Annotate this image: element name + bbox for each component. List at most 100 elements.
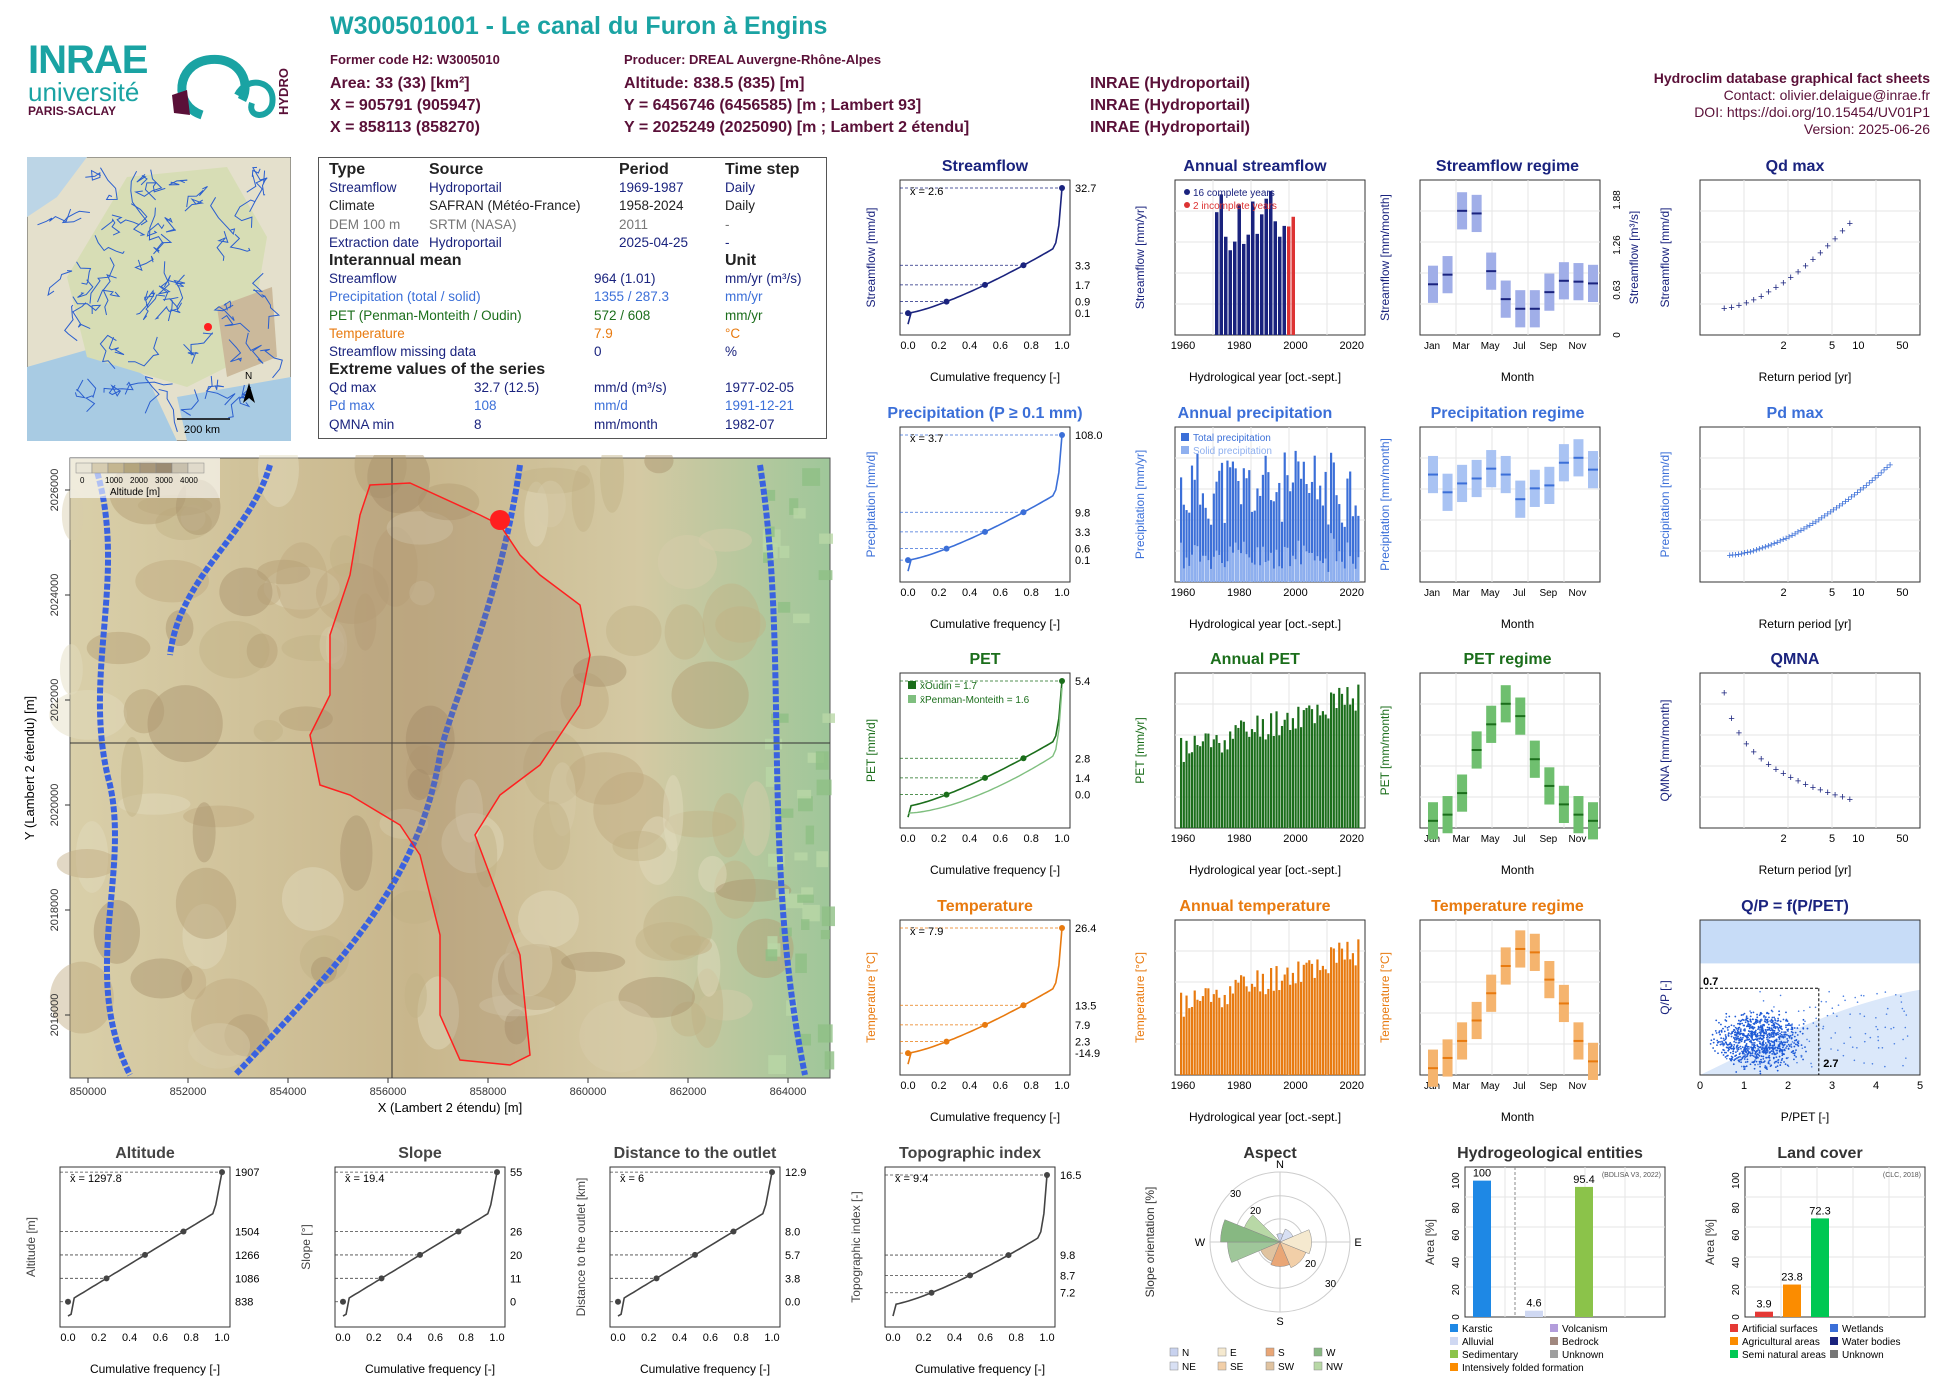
- map-xtick-label: 852000: [170, 1086, 207, 1098]
- data-point: [1732, 1036, 1735, 1039]
- terrain-patch: [805, 825, 815, 845]
- data-point: [1812, 1022, 1815, 1024]
- data-point: [1793, 1035, 1796, 1038]
- quantile-point: [142, 1251, 148, 1258]
- return-period-point: +: [1804, 522, 1810, 534]
- solid-bar: [1190, 554, 1194, 582]
- data-point: [1722, 1044, 1725, 1047]
- return-period-point: +: [1795, 776, 1801, 788]
- x-tick-label: 0.4: [962, 587, 977, 599]
- year-bar: [1190, 752, 1194, 828]
- topo-title: Topographic index: [899, 1145, 1041, 1162]
- year-bar: [1196, 453, 1199, 582]
- terrain-patch: [137, 494, 213, 516]
- data-point: [1742, 1029, 1745, 1031]
- legend-swatch: [1265, 1361, 1275, 1371]
- terrain-patch: [712, 793, 745, 858]
- return-period-point: +: [1832, 233, 1838, 245]
- year-bar: [1188, 1008, 1191, 1075]
- right-tick-label: 0.0: [1075, 790, 1090, 802]
- year-bar: [1245, 478, 1248, 582]
- month-label: Jul: [1513, 341, 1526, 352]
- temperature_regime-title: Temperature regime: [1431, 898, 1584, 915]
- x-tick-label: 0.4: [962, 833, 977, 845]
- terrain-patch: [824, 1051, 835, 1070]
- terrain-patch: [182, 903, 228, 970]
- minimap-river: [111, 214, 140, 226]
- minimap-river: [146, 222, 165, 237]
- data-point: [1720, 1037, 1723, 1040]
- data-point: [1722, 1037, 1725, 1040]
- y-axis-label: Temperature [°C]: [1133, 952, 1147, 1043]
- month-label: May: [1481, 834, 1500, 845]
- terrain-patch: [183, 805, 255, 828]
- x-tick-label: 2020: [1340, 1080, 1364, 1092]
- terrain-patch: [807, 752, 824, 763]
- table-row: Temperature 7.9 °C: [329, 325, 816, 343]
- data-point: [1727, 1034, 1730, 1036]
- terrain-patch: [513, 467, 590, 494]
- minimap-river: [130, 170, 148, 226]
- data-point: [1754, 1052, 1757, 1055]
- x-tick-label: 0.2: [366, 1332, 381, 1344]
- quantile-point: [943, 298, 950, 305]
- year-bar: [1218, 742, 1221, 828]
- return-period-point: +: [1750, 545, 1756, 557]
- year-bar: [1294, 450, 1297, 582]
- right-info: Hydroclim database graphical fact sheets…: [1654, 70, 1930, 138]
- x-tick-label: 10: [1852, 833, 1864, 845]
- return-period-point: +: [1866, 477, 1872, 489]
- minimap-river: [221, 314, 251, 333]
- data-point: [1739, 1032, 1742, 1035]
- data-point: [1759, 1070, 1762, 1073]
- terrain-patch: [474, 825, 498, 888]
- data-point: [1720, 1023, 1722, 1026]
- year-bar: [1354, 505, 1357, 582]
- year-bar: [1282, 225, 1286, 335]
- data-point: [1725, 1043, 1728, 1045]
- data-point: [1785, 1026, 1787, 1029]
- quantile-point: [219, 1169, 225, 1176]
- data-point: [1764, 1028, 1767, 1031]
- year-bar: [1289, 730, 1292, 828]
- aspect-sector: [1279, 1228, 1294, 1243]
- x-axis-label: Hydrological year [oct.-sept.]: [1189, 1110, 1341, 1124]
- solid-bar: [1226, 561, 1229, 582]
- data-point: [1799, 1030, 1802, 1033]
- data-point: [1753, 1067, 1756, 1070]
- data-point: [1733, 1033, 1736, 1036]
- streamflow-title: Streamflow: [942, 158, 1029, 175]
- data-point: [1767, 1046, 1770, 1049]
- altitude-legend-tick: 2000: [130, 476, 148, 485]
- year-bar: [1308, 960, 1311, 1075]
- terrain-patch: [664, 810, 737, 838]
- return-period-point: +: [1738, 548, 1744, 560]
- mean-label: x̄ = 19.4: [345, 1173, 384, 1185]
- minimap-river: [249, 170, 268, 213]
- year-bar: [1335, 962, 1338, 1075]
- data-point: [1715, 1019, 1718, 1022]
- data-point: [1863, 1015, 1866, 1018]
- year-bar: [1340, 522, 1344, 582]
- data-point: [1764, 1050, 1767, 1052]
- return-period-point: +: [1810, 254, 1816, 266]
- terrain-patch: [657, 535, 718, 590]
- minimap-river: [127, 336, 160, 367]
- data-point: [1759, 1037, 1762, 1040]
- year-bar: [1346, 941, 1349, 1075]
- data-point: [1822, 1025, 1825, 1028]
- legend-label: Bedrock: [1562, 1337, 1600, 1348]
- data-point: [1747, 1045, 1750, 1048]
- legend-swatch: [1830, 1337, 1838, 1345]
- year-bar: [1351, 516, 1354, 582]
- year-bar: [1327, 524, 1330, 582]
- mean-label: x̄ = 3.7: [910, 433, 943, 445]
- data-point: [1752, 1048, 1754, 1051]
- y-axis-label: PET [mm/month]: [1378, 706, 1392, 796]
- cell: SAFRAN (Météo-France): [429, 198, 581, 214]
- cell: -: [725, 234, 730, 250]
- data-point: [1774, 1046, 1777, 1049]
- right-tick-label: 0.1: [1075, 555, 1090, 567]
- terrain-patch: [765, 738, 783, 750]
- minimap-river: [184, 198, 205, 212]
